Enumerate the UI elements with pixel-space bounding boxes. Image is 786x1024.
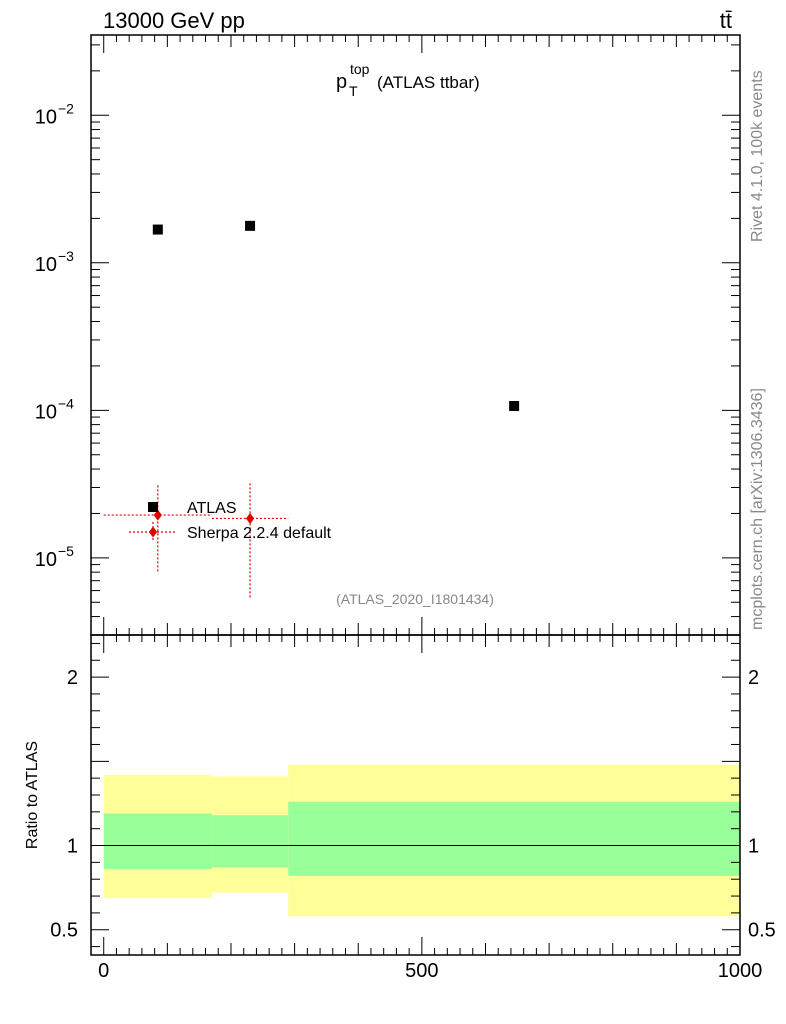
data-point-0 [152,224,163,235]
main-ytick-exponent: −5 [58,543,74,559]
legend-data-marker [148,502,158,512]
energy-label: 13000 GeV pp [103,8,245,33]
data-point-2 [509,400,520,411]
ratio-bands [91,764,740,917]
ratio-axis-label: Ratio to ATLAS [24,741,41,849]
ratio-xtick-label: 0 [98,960,109,982]
main-ytick-exponent: −3 [58,248,74,264]
mc-point-0 [153,509,162,521]
main-ytick-label: 10 [35,401,57,423]
legend-mc-label: Sherpa 2.2.4 default [187,525,332,542]
ratio-band-inner-1 [211,815,289,868]
legend: ATLAS Sherpa 2.2.4 default [129,500,332,542]
ratio-xtick-label: 500 [405,960,438,982]
ratio-ytick-label-right: 2 [748,667,759,689]
main-error-bars [103,483,289,599]
main-frame [90,34,741,636]
mcplots-label: mcplots.cern.ch [arXiv:1306.3436] [749,388,766,630]
main-ytick-label: 10 [35,549,57,571]
title-sup: top [350,61,370,77]
rivet-label: Rivet 4.1.0, 100k events [749,70,766,242]
mc-point-1 [245,512,255,524]
ratio-ytick-label-right: 0.5 [748,920,776,942]
ratio-band-inner-2 [288,801,740,876]
plot-title: p top T (ATLAS ttbar) [336,61,480,99]
main-ytick-exponent: −4 [58,395,74,411]
title-suffix: (ATLAS ttbar) [377,73,480,92]
data-point-1 [245,220,256,231]
ratio-ytick-label-right: 1 [748,836,759,858]
ratio-ytick-label-left: 1 [67,836,78,858]
title-main: p [336,71,347,93]
main-ytick-label: 10 [35,254,57,276]
ratio-ytick-label-left: 2 [67,667,78,689]
main-ytick-exponent: −2 [58,100,74,116]
legend-mc-marker [148,526,158,538]
ratio-band-inner-0 [103,813,212,870]
process-label: tt̄ [720,8,732,33]
main-markers [152,220,520,524]
legend-data-label: ATLAS [187,500,237,517]
ratio-xtick-label: 1000 [718,960,763,982]
title-sub: T [349,83,358,99]
main-ytick-label: 10 [35,106,57,128]
ratio-ytick-label-left: 0.5 [50,920,78,942]
analysis-id: (ATLAS_2020_I1801434) [336,591,494,607]
